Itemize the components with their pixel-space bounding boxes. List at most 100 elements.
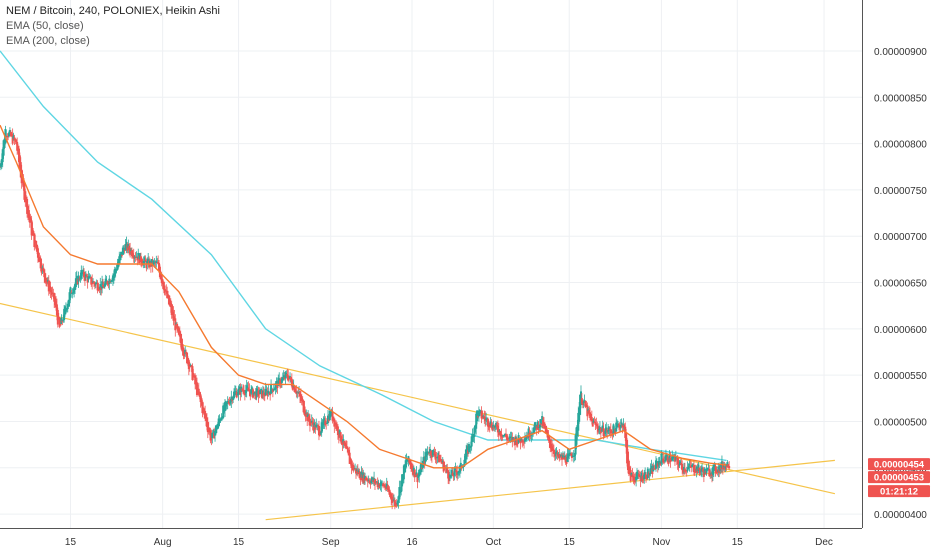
candle-body	[518, 438, 521, 441]
ema50-layer	[0, 124, 727, 469]
candle-body	[538, 426, 541, 428]
price-labels: 0.00000454 0.00000453 01:21:12	[868, 458, 930, 498]
candle-body	[423, 460, 426, 463]
ema50-legend[interactable]: EMA (50, close)	[6, 20, 84, 32]
candle	[586, 402, 589, 421]
candle-body	[572, 455, 575, 457]
candle-body	[507, 438, 510, 440]
candle-body	[526, 437, 529, 439]
candle-body	[36, 248, 39, 258]
candle-body	[723, 466, 726, 470]
candle-body	[169, 302, 172, 308]
candle-body	[476, 415, 479, 417]
candle-body	[348, 452, 351, 464]
candle-body	[258, 393, 261, 395]
candle-body	[523, 441, 526, 443]
candle-body	[216, 423, 219, 429]
candle	[488, 424, 491, 433]
candle-body	[298, 392, 301, 397]
candle-body	[188, 364, 191, 368]
candle-body	[219, 419, 222, 421]
ema200-line	[0, 50, 727, 462]
candle	[579, 385, 582, 409]
candle-body	[608, 427, 611, 431]
candle-body	[376, 481, 379, 488]
candle-body	[336, 426, 339, 436]
candle-body	[357, 471, 360, 473]
candle-body	[306, 413, 309, 421]
candle-body	[409, 460, 412, 465]
candle-body	[455, 470, 458, 473]
candle-body	[678, 464, 681, 466]
candle-body	[670, 459, 673, 461]
candle	[84, 271, 87, 281]
candle-body	[373, 478, 376, 481]
candle-body	[197, 388, 200, 395]
x-tick-label: 15	[65, 537, 77, 548]
candle-body	[50, 290, 53, 296]
lower-trendline	[265, 459, 835, 521]
candle	[558, 449, 561, 462]
y-tick-label: 0.00000650	[874, 279, 927, 290]
candle	[252, 393, 255, 396]
candle-body	[172, 311, 175, 321]
x-tick-label: Nov	[653, 537, 671, 548]
candle-body	[97, 286, 100, 291]
x-tick-label: 15	[233, 537, 245, 548]
candle-body	[202, 407, 205, 410]
candle-body	[607, 430, 610, 432]
candle-body	[178, 331, 181, 337]
candle-body	[231, 399, 234, 401]
price-label: 01:21:12	[868, 485, 930, 498]
y-tick-label: 0.00000900	[874, 47, 927, 58]
ema200-layer	[0, 50, 727, 462]
price-label-text: 0.00000453	[874, 473, 924, 484]
price-label-text: 0.00000454	[874, 460, 925, 471]
candle-body	[63, 308, 66, 321]
candle-body	[429, 448, 432, 454]
ema200-legend[interactable]: EMA (200, close)	[6, 35, 90, 47]
price-label: 0.00000454	[868, 458, 930, 471]
candle-body	[463, 459, 466, 467]
price-label: 0.00000453	[868, 471, 930, 484]
candle	[693, 464, 696, 476]
candle-body	[417, 474, 420, 478]
candle-body	[140, 259, 143, 265]
candle-body	[0, 166, 1, 168]
candle-body	[457, 472, 460, 474]
price-label-bg	[868, 458, 930, 471]
y-tick-label: 0.00000400	[874, 510, 927, 521]
candle-body	[126, 244, 129, 251]
candle-body	[142, 260, 145, 264]
candle-body	[629, 469, 632, 482]
candle	[120, 254, 123, 258]
candle	[471, 428, 474, 442]
candle-body	[240, 386, 243, 393]
candle-body	[566, 454, 569, 462]
candle-body	[320, 422, 323, 433]
candle-body	[319, 432, 322, 434]
candle	[637, 469, 640, 480]
y-tick-label: 0.00000500	[874, 417, 927, 428]
candles	[0, 125, 731, 510]
candle-body	[620, 422, 623, 427]
candle-body	[685, 470, 688, 472]
y-tick-label: 0.00000800	[874, 140, 927, 151]
candle-body	[503, 435, 506, 437]
candle-body	[704, 471, 707, 475]
y-tick-label: 0.00000550	[874, 371, 927, 382]
candle-body	[401, 478, 404, 481]
candle	[101, 275, 104, 294]
candle-body	[544, 425, 547, 433]
candle-body	[579, 391, 582, 405]
candle-body	[252, 393, 255, 395]
y-tick-label: 0.00000600	[874, 325, 927, 336]
symbol-title[interactable]: NEM / Bitcoin, 240, POLONIEX, Heikin Ash…	[6, 5, 220, 17]
candle-body	[364, 476, 367, 480]
x-tick-label: Oct	[486, 537, 502, 548]
candle-body	[326, 422, 329, 424]
candle-body	[561, 455, 564, 458]
candle	[516, 442, 519, 448]
candle-body	[480, 411, 483, 419]
